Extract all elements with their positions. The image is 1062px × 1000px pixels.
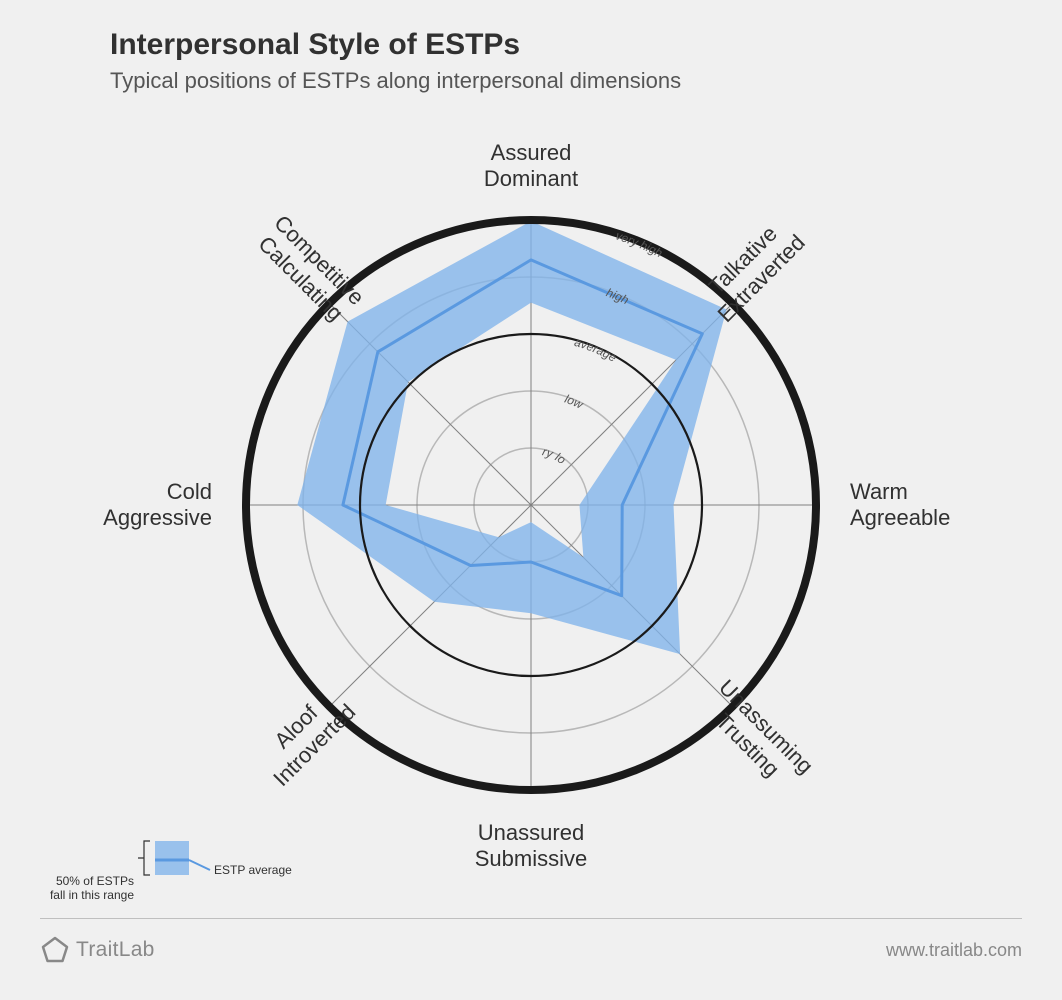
legend-avg-label: ESTP average [214,863,292,877]
svg-text:Aggressive: Aggressive [103,505,212,530]
svg-text:Submissive: Submissive [475,846,587,871]
legend-range-line1: 50% of ESTPs [56,874,134,888]
svg-text:Dominant: Dominant [484,166,578,191]
axis-label: UnassumingTrusting [696,675,819,798]
ring-label: very high [614,228,665,260]
svg-text:Agreeable: Agreeable [850,505,950,530]
axis-label: TalkativeExtraverted [694,211,810,327]
axis-label: AloofIntroverted [250,681,360,791]
footer-divider [40,918,1022,919]
legend: 50% of ESTPs fall in this range ESTP ave… [40,835,300,905]
brand-logo-icon [40,935,70,965]
ring-label: low [563,392,586,413]
svg-text:Assured: Assured [491,140,572,165]
footer-url: www.traitlab.com [886,940,1022,961]
axis-label: CompetitiveCalculating [251,210,369,328]
brand-name: TraitLab [76,938,155,962]
svg-text:Cold: Cold [167,479,212,504]
axis-label: AssuredDominant [484,140,578,191]
legend-range-line2: fall in this range [50,888,134,902]
footer-brand: TraitLab [40,935,155,965]
svg-text:Warm: Warm [850,479,908,504]
axis-label: WarmAgreeable [850,479,950,530]
axis-label: ColdAggressive [103,479,212,530]
axis-label: UnassuredSubmissive [475,820,587,871]
ring-label: average [573,335,619,365]
svg-text:Unassured: Unassured [478,820,584,845]
